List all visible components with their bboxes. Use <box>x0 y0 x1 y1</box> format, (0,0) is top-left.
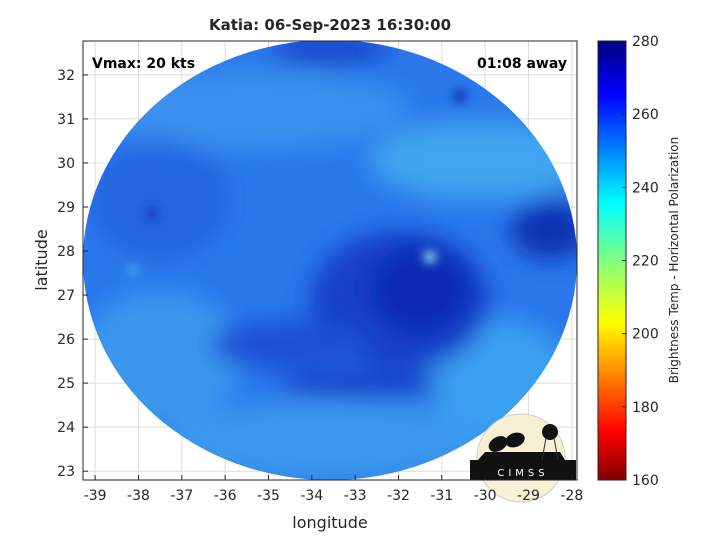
y-tick-label: 27 <box>57 288 75 304</box>
x-tick-label: -30 <box>474 488 497 504</box>
chart-title: Katia: 06-Sep-2023 16:30:00 <box>209 16 451 34</box>
y-tick-label: 23 <box>57 464 75 480</box>
x-tick-label: -38 <box>127 488 150 504</box>
x-tick-label: -29 <box>517 488 540 504</box>
colorbar-tick-label: 240 <box>632 180 659 196</box>
colorbar-ticks: 160 180 200 220 240 260 280 <box>622 34 659 489</box>
colorbar-tick-label: 160 <box>632 473 659 489</box>
colorbar-tick-label: 180 <box>632 400 659 416</box>
y-tick-label: 29 <box>57 200 75 216</box>
colorbar-tick-label: 280 <box>632 34 659 50</box>
y-tick-label: 32 <box>57 68 75 84</box>
x-tick-label: -36 <box>214 488 237 504</box>
x-tick-label: -31 <box>430 488 453 504</box>
ticks: -39 -38 -37 -36 -35 -34 -33 -32 -31 -30 -29 -28 23 24… <box>57 68 583 504</box>
x-tick-label: -37 <box>170 488 193 504</box>
colorbar-label: Brightness Temp - Horizontal Polarizatio… <box>667 137 681 384</box>
brightness-temp-image <box>83 41 577 480</box>
x-tick-label: -39 <box>84 488 107 504</box>
time-offset-annotation: 01:08 away <box>477 56 567 72</box>
y-tick-label: 25 <box>57 376 75 392</box>
y-tick-label: 26 <box>57 332 75 348</box>
x-tick-label: -35 <box>257 488 280 504</box>
y-axis-label: latitude <box>32 229 51 290</box>
x-tick-label: -33 <box>344 488 367 504</box>
colorbar <box>597 40 627 481</box>
x-tick-label: -28 <box>560 488 583 504</box>
x-tick-label: -34 <box>300 488 323 504</box>
colorbar-tick-label: 220 <box>632 254 659 270</box>
axes-box <box>82 40 578 481</box>
y-tick-label: 31 <box>57 112 75 128</box>
y-tick-label: 24 <box>57 420 75 436</box>
y-tick-label: 28 <box>57 244 75 260</box>
y-tick-label: 30 <box>57 156 75 172</box>
x-axis-label: longitude <box>292 513 367 532</box>
logo-text: CIMSS <box>497 468 548 479</box>
colorbar-tick-label: 200 <box>632 327 659 343</box>
vmax-annotation: Vmax: 20 kts <box>92 56 195 72</box>
x-tick-label: -32 <box>387 488 410 504</box>
colorbar-tick-label: 260 <box>632 107 659 123</box>
